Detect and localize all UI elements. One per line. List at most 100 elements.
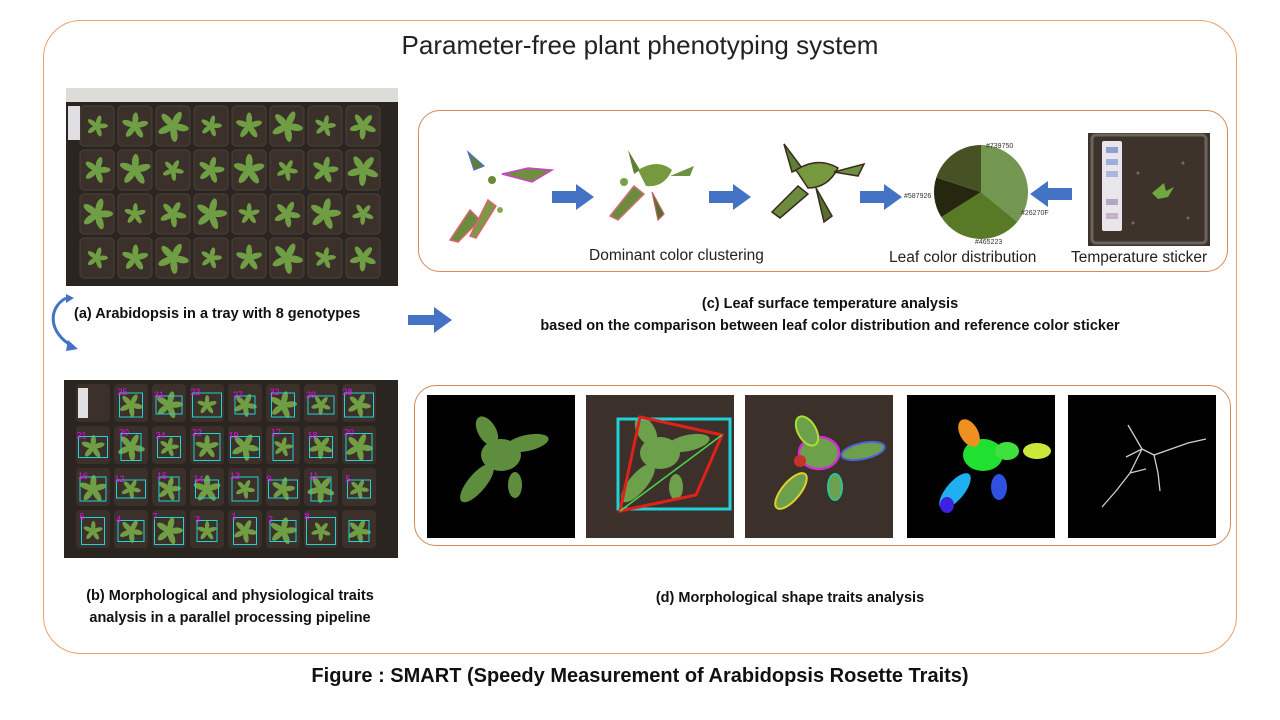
shape-image-4 [907,395,1055,538]
leaf [286,123,303,131]
leaf [162,169,174,176]
leaf [352,212,364,219]
leaf [349,522,360,532]
leaf [358,520,366,532]
pie-slice [941,192,1018,239]
leaf [199,161,212,171]
leaf [87,251,98,259]
leaf [197,204,212,215]
leaf [353,156,364,171]
leaf [312,477,322,490]
leaf [83,203,98,215]
panel-d-box [414,385,1231,546]
leaf [248,125,258,138]
leaf [273,488,284,498]
leaf [158,124,174,135]
bounding-box [158,476,180,502]
leaf [170,213,177,228]
leaf [272,256,288,267]
leaf-segmentation-1 [448,150,555,243]
leaf [362,205,371,215]
leaf [123,481,132,490]
leaf [272,404,284,415]
bounding-box [117,520,145,542]
leaf [195,441,208,449]
leaf [246,244,253,259]
leaf [171,169,177,181]
leaf [314,169,326,180]
leaf [348,436,360,448]
leaf [92,442,105,449]
bounding-box [348,520,370,542]
plant [272,477,295,501]
leaf [204,521,210,532]
leaf [358,444,373,452]
leaf [206,404,214,414]
leaf [209,115,216,127]
plant [201,115,222,137]
hull-svg [586,395,734,538]
leaf [354,114,364,127]
leaf [243,488,249,499]
leaf [83,213,98,225]
caption-c-line2: based on the comparison between leaf col… [540,318,1120,334]
leaf [157,396,170,406]
shape-image-2 [586,395,734,538]
rosette-mask-svg [460,416,549,503]
leaf [351,481,360,490]
leaf-cluster-2 [608,150,694,222]
pie-label-1: #739750 [986,143,1014,150]
leaf [95,198,104,215]
leaf [96,166,111,173]
leaf [277,169,288,176]
leaf [92,530,100,540]
label-clustering: Dominant color clustering [589,247,764,264]
leaf [277,204,288,215]
plant [238,203,260,224]
leaf [281,530,290,544]
leaf [278,161,288,171]
plant [162,160,184,181]
leaf [248,120,262,128]
arrow-icon-c3 [860,184,902,210]
leaf [349,124,364,132]
leaf [244,520,252,532]
leaf [317,488,324,503]
leaf [122,119,136,128]
leaf [248,257,258,270]
leaf [284,125,292,142]
leaf [168,486,181,492]
leaf [96,210,113,218]
plant [313,156,339,183]
plant [122,244,149,270]
leaf [92,527,103,533]
plant [277,160,298,181]
leaf [202,257,212,266]
leaf-color-pie [934,145,1028,239]
leaf [281,437,287,448]
tray-sticker [68,106,80,140]
plant [83,198,113,230]
figure-footer: Figure : SMART (Speedy Measurement of Ar… [311,665,969,687]
plant [315,115,336,137]
plant [349,246,376,272]
leaf [204,395,210,406]
leaf [281,488,289,501]
leaf [121,488,132,495]
leaf [157,404,170,415]
leaf [362,115,373,127]
plant [270,391,297,418]
leaf [324,257,331,269]
leaf [358,394,366,406]
leaf [270,396,284,406]
plant-id-label: 30 [119,428,129,438]
plant [81,435,105,458]
leaf [286,211,301,219]
tray-image-a [66,88,398,286]
leaf [159,488,170,498]
leaf [197,526,208,533]
plant [122,112,149,138]
leaf [313,162,326,171]
bounding-box [271,392,295,418]
leaf [172,168,184,174]
